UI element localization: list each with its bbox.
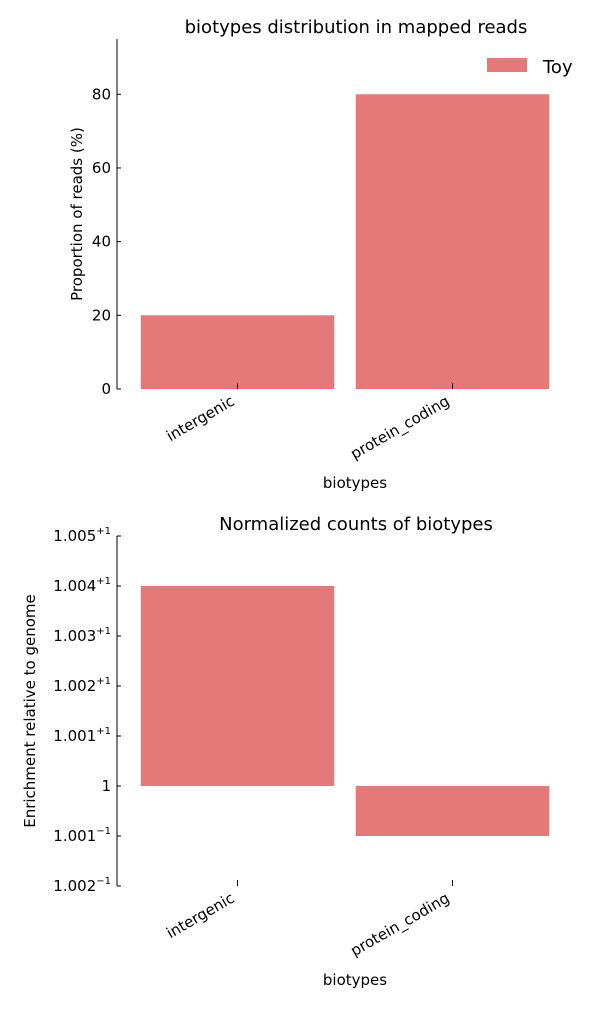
- chart-2-x-tick-label: intergenic: [163, 889, 237, 942]
- chart-1-y-tick-label: 60: [92, 159, 111, 177]
- chart-1-x-axis-label: biotypes: [323, 474, 387, 492]
- chart-2-title: Normalized counts of biotypes: [219, 514, 493, 535]
- legend-swatch-toy: [487, 58, 527, 72]
- chart-2-y-tick-label: 1.003+1: [53, 626, 111, 645]
- chart-2-y-tick-label: 1.002−1: [53, 876, 111, 895]
- chart-2-bar-protein-coding: [355, 786, 550, 836]
- chart-2: Normalized counts of biotypes 1.002−11.0…: [21, 514, 550, 989]
- chart-1: biotypes distribution in mapped reads 0 2…: [68, 17, 573, 492]
- chart-1-y-tick-label: 0: [101, 380, 111, 398]
- chart-1-bar-intergenic: [140, 315, 335, 389]
- chart-1-bars: [140, 94, 550, 390]
- chart-2-y-tick-label: 1.001+1: [53, 726, 111, 745]
- chart-2-bar-intergenic: [140, 586, 335, 786]
- chart-1-x-tick-label: intergenic: [163, 392, 237, 445]
- legend: Toy: [487, 57, 573, 78]
- chart-1-bar-protein-coding: [355, 94, 550, 390]
- chart-1-y-axis-label: Proportion of reads (%): [68, 127, 86, 301]
- chart-2-y-tick-label: 1: [101, 777, 111, 795]
- chart-2-bars: [140, 586, 550, 836]
- chart-1-y-tick-label: 40: [92, 233, 111, 251]
- chart-2-y-tick-label: 1.001−1: [53, 826, 111, 845]
- chart-1-y-tick-label: 80: [92, 85, 111, 103]
- chart-1-x-tick-label: protein_coding: [347, 392, 453, 464]
- chart-2-x-axis-label: biotypes: [323, 971, 387, 989]
- chart-1-y-tick-label: 20: [92, 306, 111, 324]
- chart-1-title: biotypes distribution in mapped reads: [185, 17, 528, 38]
- chart-2-y-tick-label: 1.005+1: [53, 526, 111, 545]
- chart-2-y-tick-label: 1.002+1: [53, 676, 111, 695]
- chart-2-x-tick-label: protein_coding: [347, 889, 453, 961]
- chart-2-y-axis-label: Enrichment relative to genome: [21, 594, 39, 828]
- chart-2-x-ticks: intergenic protein_coding: [163, 880, 453, 961]
- chart-2-y-ticks: 1.002−1 1.001−1 1 1.001+1 1.002+1 1.003+1 1.00…: [53, 526, 121, 895]
- chart-2-y-tick-label: 1.004+1: [53, 576, 111, 595]
- legend-label-toy: Toy: [542, 57, 573, 78]
- chart-1-y-ticks: 0 20 40 60 80: [92, 85, 121, 398]
- chart-1-x-ticks: intergenic protein_coding: [163, 383, 453, 464]
